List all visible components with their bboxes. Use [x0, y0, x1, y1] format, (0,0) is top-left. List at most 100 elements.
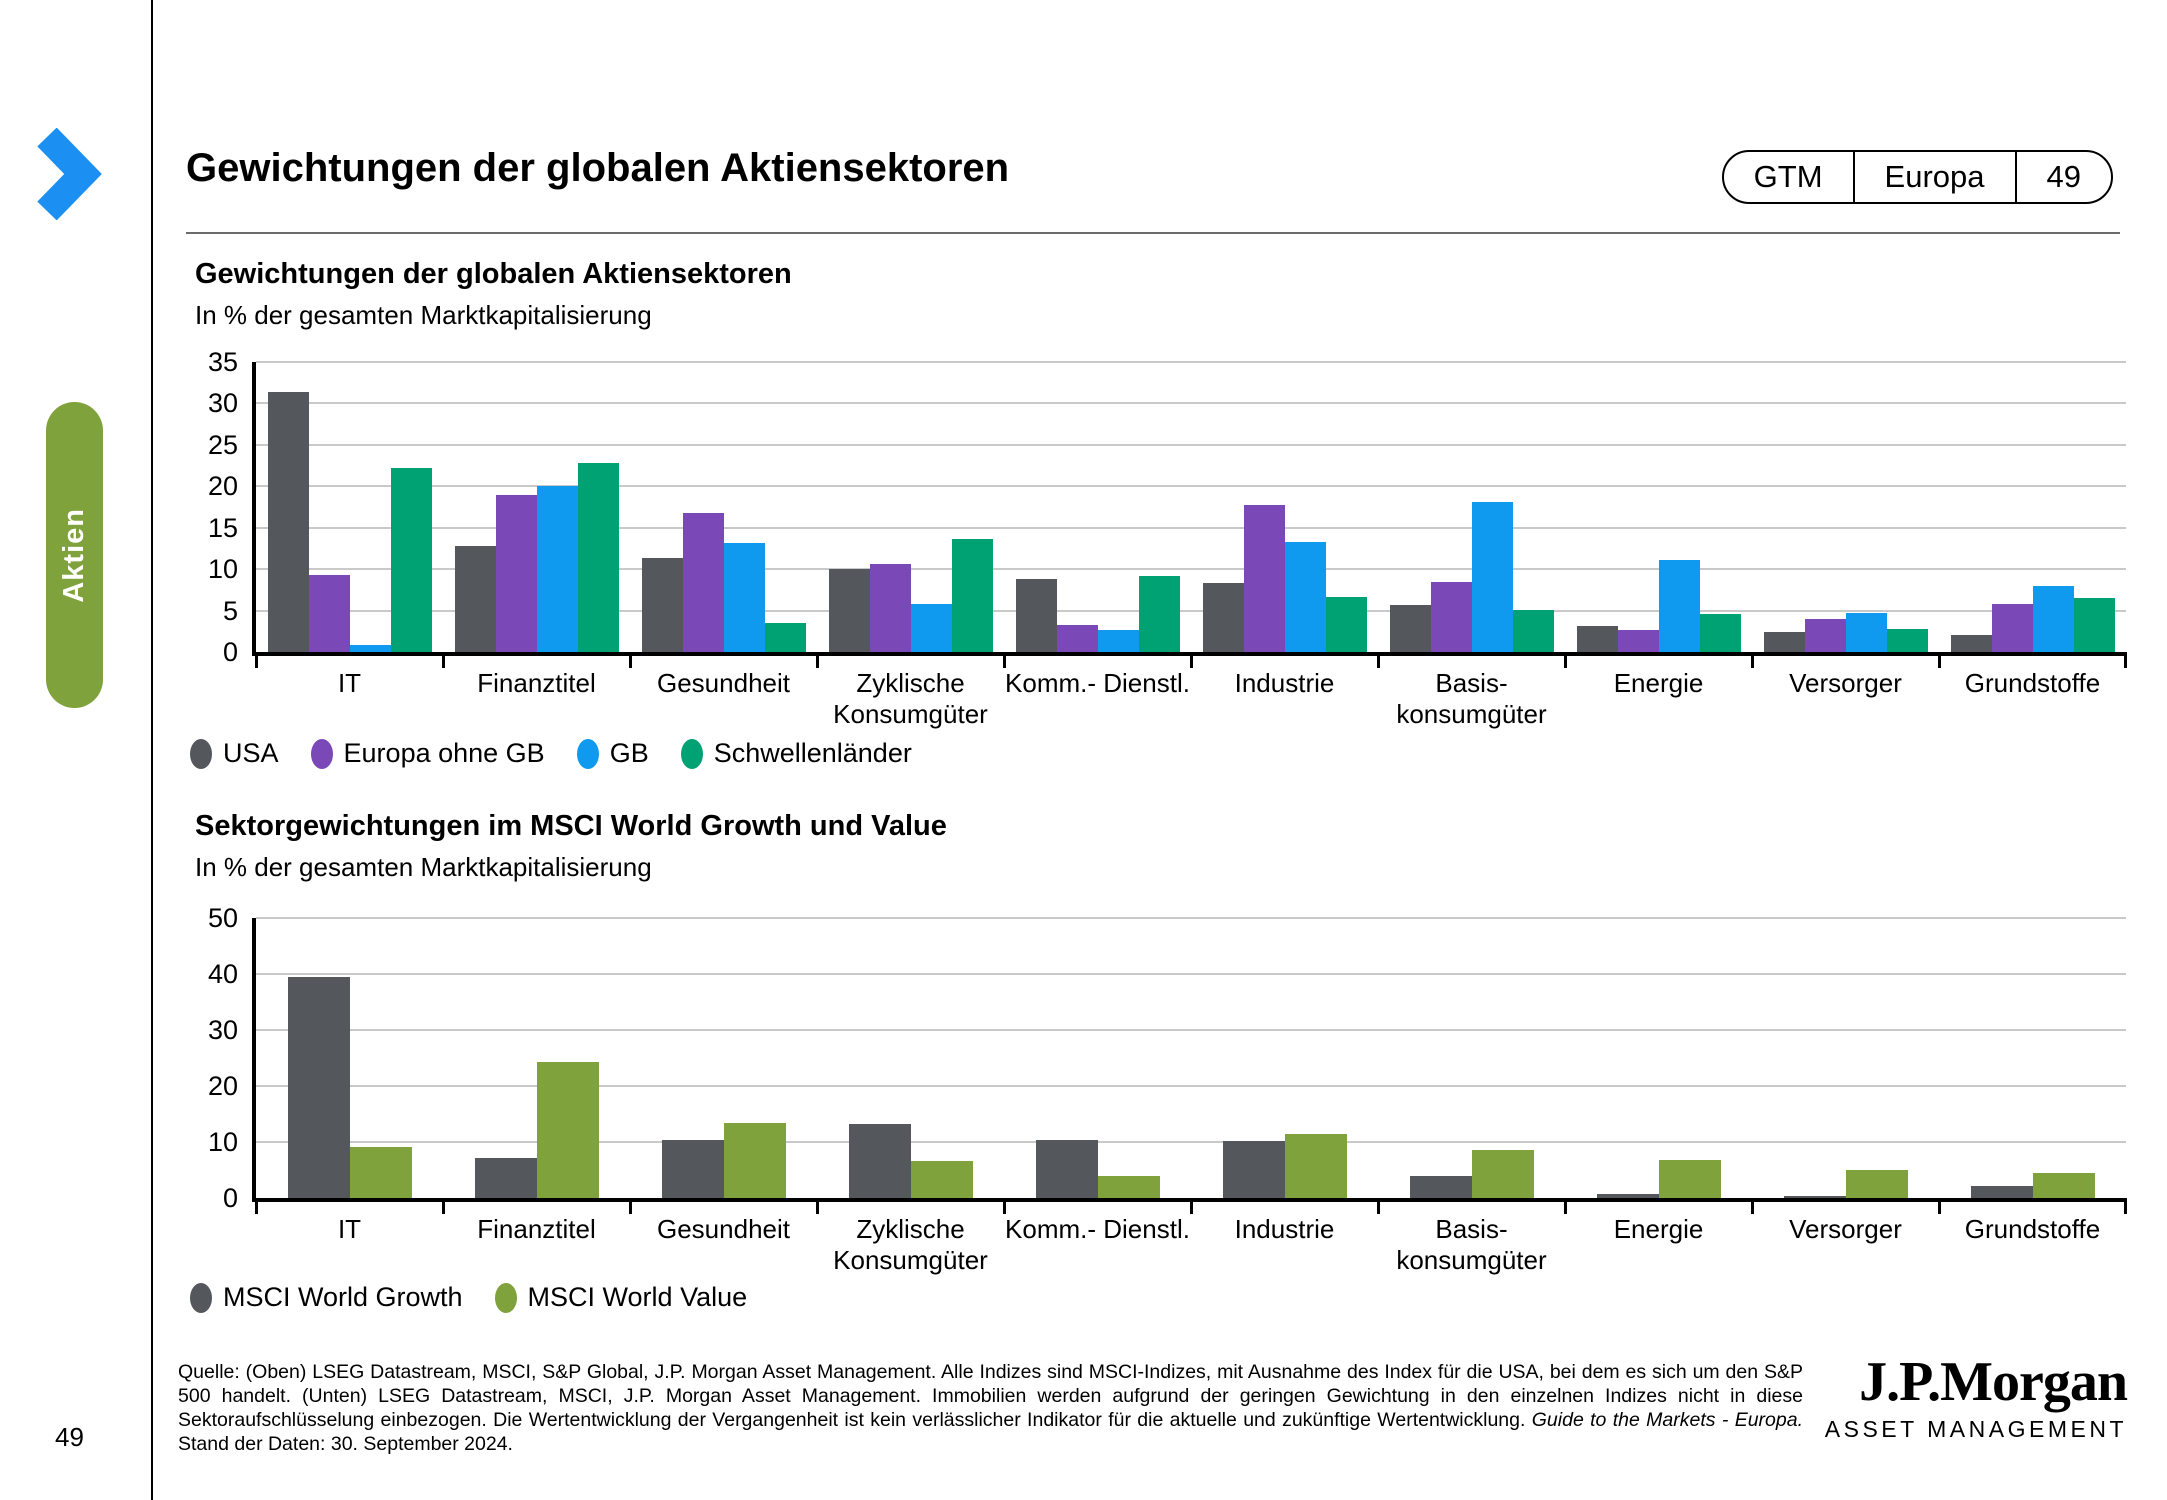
- bar: [2032, 1172, 2095, 1198]
- bar-group: [1565, 362, 1752, 652]
- jpmorgan-logo-subtitle: ASSET MANAGEMENT: [1824, 1416, 2127, 1442]
- x-axis-tick: [1190, 652, 1193, 668]
- bar-group: [1378, 918, 1565, 1198]
- bar: [1596, 1194, 1659, 1198]
- x-axis-tick: [1751, 652, 1754, 668]
- legend-item: MSCI World Growth: [190, 1282, 463, 1313]
- gridline: [256, 568, 2126, 571]
- y-axis-label: 20: [207, 1071, 238, 1101]
- chart-bottom-subtitle: In % der gesamten Marktkapitalisierung: [195, 852, 652, 882]
- x-axis-tick: [1190, 1198, 1193, 1214]
- x-axis-tick: [2124, 1198, 2127, 1214]
- x-axis-label: Zyklische Konsumgüter: [833, 668, 988, 729]
- bar-group: [443, 918, 630, 1198]
- legend-label: USA: [223, 738, 279, 768]
- bar: [641, 557, 683, 652]
- x-axis-tick: [442, 1198, 445, 1214]
- bar: [1138, 575, 1180, 652]
- bar: [1056, 624, 1098, 652]
- x-axis-label: Gesundheit: [657, 1214, 790, 1244]
- x-axis-tick: [255, 1198, 258, 1214]
- x-axis-label: Industrie: [1234, 668, 1335, 698]
- x-axis-tick: [1938, 652, 1941, 668]
- bar: [349, 1147, 412, 1198]
- x-axis-tick: [1564, 1198, 1567, 1214]
- bar: [1699, 613, 1741, 652]
- bar: [1991, 603, 2033, 652]
- bar: [764, 623, 806, 652]
- bar: [1512, 609, 1554, 652]
- x-axis-tick: [1751, 1198, 1754, 1214]
- y-axis-label: 20: [207, 471, 238, 502]
- chart-bottom-legend: MSCI World Growth MSCI World Value: [190, 1282, 747, 1313]
- x-axis-label: IT: [337, 1214, 362, 1244]
- y-axis-label: 10: [207, 554, 238, 585]
- legend-marker: [190, 1282, 212, 1313]
- bar-group: [1939, 362, 2126, 652]
- bar-group: [817, 362, 1004, 652]
- y-axis-label: 25: [207, 429, 238, 460]
- bar: [828, 569, 870, 652]
- jpmorgan-logo: J.P.Morgan ASSET MANAGEMENT: [1824, 1352, 2128, 1443]
- gridline: [256, 1141, 2126, 1143]
- bar-group: [630, 918, 817, 1198]
- source-text: Quelle: (Oben) LSEG Datastream, MSCI, S&…: [178, 1361, 1803, 1431]
- gridline: [256, 973, 2126, 975]
- chart-top-subtitle: In % der gesamten Marktkapitalisierung: [195, 300, 652, 330]
- left-divider: [151, 0, 153, 1500]
- chevron-right-icon: [37, 128, 102, 220]
- bar: [1409, 1175, 1472, 1198]
- x-axis-tick: [1003, 652, 1006, 668]
- gridline: [256, 609, 2126, 612]
- bar: [1035, 1139, 1098, 1198]
- y-axis-label: 5: [222, 595, 238, 626]
- gtm-badge-region: Europa: [1852, 152, 2015, 202]
- source-italic-text: Guide to the Markets - Europa.: [1531, 1409, 1803, 1431]
- legend-item: GB: [576, 738, 649, 769]
- y-axis-label: 30: [207, 1015, 238, 1045]
- x-axis-label: Basis- konsumgüter: [1396, 668, 1547, 729]
- header-divider: [186, 232, 2120, 234]
- y-axis-label: 30: [207, 388, 238, 419]
- y-axis-label: 15: [207, 512, 238, 543]
- x-axis-tick: [2124, 652, 2127, 668]
- gridline: [256, 485, 2126, 488]
- x-axis-tick: [816, 652, 819, 668]
- gridline: [256, 1085, 2126, 1087]
- bar: [910, 603, 952, 652]
- bar: [1845, 613, 1887, 652]
- legend-label: Schwellenländer: [713, 738, 912, 768]
- bar: [577, 463, 619, 652]
- legend-label: Europa ohne GB: [343, 738, 545, 768]
- x-axis-label: IT: [337, 668, 362, 698]
- x-axis-label: Grundstoffe: [1964, 668, 2101, 698]
- bar: [1015, 579, 1057, 652]
- bar-group: [1752, 918, 1939, 1198]
- gridline: [256, 917, 2126, 919]
- x-axis-label: Versorger: [1789, 668, 1902, 698]
- bar: [1970, 1186, 2033, 1198]
- bar: [1617, 630, 1659, 652]
- bar-group: [1939, 918, 2126, 1198]
- gridline: [256, 443, 2126, 446]
- x-axis-label: Grundstoffe: [1964, 1214, 2101, 1244]
- bar: [536, 1061, 599, 1198]
- x-axis-tick: [1938, 1198, 1941, 1214]
- bar: [869, 564, 911, 652]
- bar: [1886, 628, 1928, 652]
- bar-group: [1191, 918, 1378, 1198]
- legend-item: Schwellenländer: [680, 738, 912, 769]
- bar-group: [1191, 362, 1378, 652]
- legend-item: MSCI World Value: [494, 1282, 747, 1313]
- bar: [495, 494, 537, 652]
- sidebar-tab-aktien: Aktien: [46, 402, 103, 708]
- bar-group: [256, 362, 443, 652]
- bar: [267, 391, 309, 652]
- bar: [287, 976, 350, 1198]
- gtm-badge-label: GTM: [1753, 159, 1823, 194]
- chart-top-legend: USA Europa ohne GB GB Schwellenländer: [190, 738, 912, 769]
- bar: [910, 1161, 973, 1198]
- legend-item: USA: [190, 738, 279, 769]
- bar: [1284, 1134, 1347, 1198]
